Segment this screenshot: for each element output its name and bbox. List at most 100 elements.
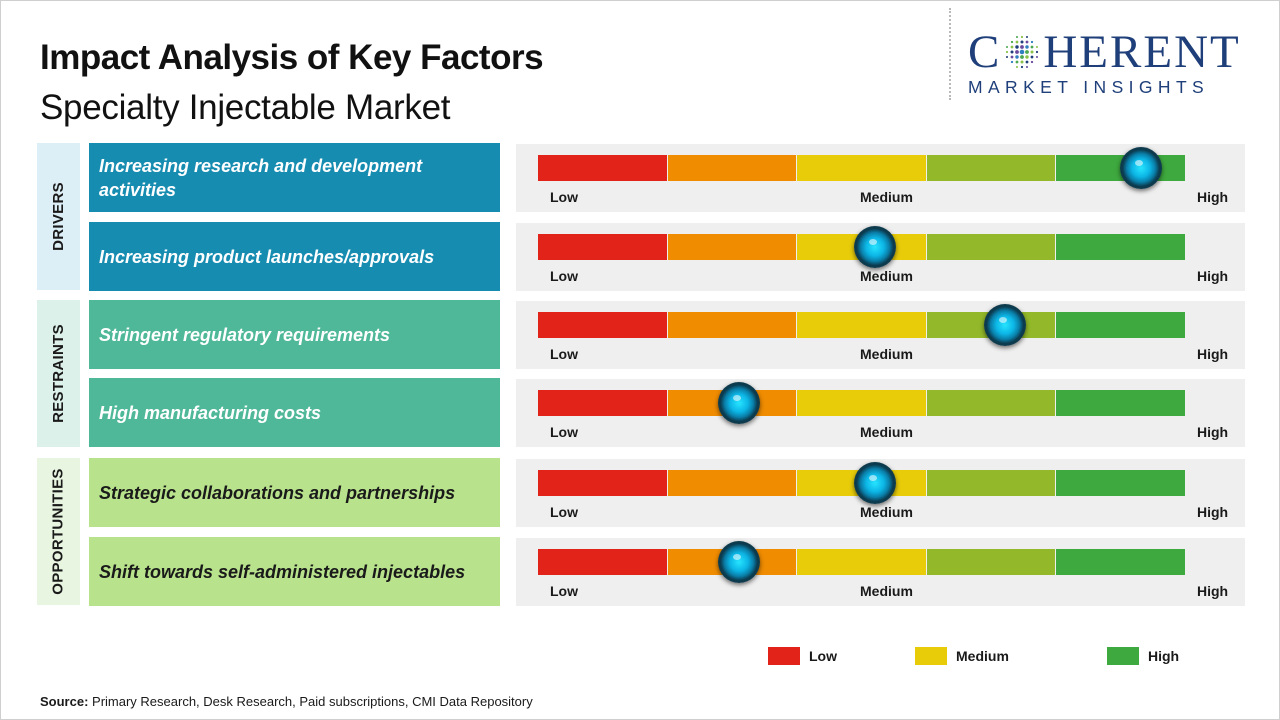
- factor-label: Increasing research and development acti…: [89, 143, 500, 212]
- coherent-logo: C HERENT MARKET INSIGHTS: [968, 28, 1264, 98]
- gauge-scale-label: High: [1197, 346, 1229, 362]
- factor-label: Shift towards self-administered injectab…: [89, 537, 500, 606]
- logo-dot: [1016, 35, 1019, 39]
- page-title: Impact Analysis of Key Factors: [40, 38, 544, 77]
- impact-gauge: Low Medium High: [516, 301, 1245, 369]
- gauge-segment: [1056, 549, 1185, 575]
- logo-dot: [1015, 45, 1020, 49]
- logo-dot: [1021, 35, 1024, 39]
- category-opportunities: OPPORTUNITIES: [37, 458, 80, 605]
- logo-wordmark: C HERENT: [968, 28, 1264, 76]
- logo-dot: [1025, 45, 1030, 49]
- gauge-segment: [667, 470, 797, 496]
- logo-dot: [1006, 55, 1009, 59]
- logo-dot: [1015, 60, 1019, 64]
- impact-gauge: Low Medium High: [516, 459, 1245, 527]
- category-restraints: RESTRAINTS: [37, 300, 80, 447]
- gauge-segment: [538, 390, 667, 416]
- logo-dot: [1010, 50, 1014, 54]
- logo-dot: [1010, 45, 1014, 49]
- impact-marker: [853, 462, 896, 504]
- gauge-scale-label: Medium: [860, 268, 913, 284]
- logo-dot: [1020, 40, 1024, 44]
- logo-dot: [1026, 65, 1029, 69]
- gauge-segment: [1056, 470, 1185, 496]
- logo-dot: [1025, 60, 1029, 64]
- gauge-scale-label: High: [1197, 424, 1229, 440]
- legend-swatch: [768, 647, 800, 665]
- logo-dot: [1036, 55, 1039, 59]
- impact-gauge: Low Medium High: [516, 538, 1245, 606]
- logo-dot: [1031, 60, 1034, 64]
- source-text: Primary Research, Desk Research, Paid su…: [88, 694, 533, 709]
- logo-dot: [1025, 50, 1030, 54]
- gauge-segment: [538, 234, 667, 260]
- logo-dot: [1030, 45, 1034, 49]
- logo-letter-c: C: [968, 26, 1002, 78]
- logo-dot: [1030, 50, 1034, 54]
- gauge-segment: [926, 155, 1056, 181]
- logo-dot: [1011, 40, 1014, 44]
- gauge-scale-label: Medium: [860, 346, 913, 362]
- gauge-scale-label: Medium: [860, 424, 913, 440]
- legend-label: Low: [809, 648, 837, 664]
- gauge-segment: [797, 390, 926, 416]
- gauge-scale-label: High: [1197, 583, 1229, 599]
- factor-label: Increasing product launches/approvals: [89, 222, 500, 291]
- impact-marker: [1119, 147, 1162, 189]
- gauge-segment: [926, 470, 1056, 496]
- source-note: Source: Primary Research, Desk Research,…: [40, 694, 533, 709]
- impact-gauge: Low Medium High: [516, 379, 1245, 447]
- logo-globe-icon: [1006, 35, 1039, 69]
- gauge-segment: [926, 549, 1056, 575]
- logo-dot: [1015, 40, 1019, 44]
- logo-dot: [1026, 35, 1029, 39]
- logo-dot: [1015, 50, 1020, 54]
- gauge-scale-label: Low: [550, 346, 578, 362]
- gauge-segment: [667, 155, 797, 181]
- gauge-scale-label: High: [1197, 268, 1229, 284]
- gauge-segment: [926, 234, 1056, 260]
- logo-dot: [1016, 65, 1019, 69]
- gauge-segment: [797, 549, 926, 575]
- legend-swatch: [915, 647, 947, 665]
- category-restraints-label: RESTRAINTS: [50, 324, 67, 423]
- gauge-scale-label: Low: [550, 424, 578, 440]
- gauge-scale-label: Medium: [860, 504, 913, 520]
- logo-dot: [1010, 55, 1014, 59]
- category-drivers-label: DRIVERS: [50, 182, 67, 251]
- gauge-segment: [1056, 234, 1185, 260]
- category-drivers: DRIVERS: [37, 143, 80, 290]
- impact-marker: [983, 304, 1026, 346]
- gauge-scale-label: Low: [550, 583, 578, 599]
- gauge-scale-label: High: [1197, 504, 1229, 520]
- gauge-segment: [538, 312, 667, 338]
- source-label: Source:: [40, 694, 89, 709]
- logo-dot: [1020, 45, 1025, 49]
- impact-marker: [853, 226, 896, 268]
- gauge-segment: [797, 155, 926, 181]
- impact-marker: [717, 541, 760, 583]
- gauge-scale-label: Low: [550, 268, 578, 284]
- gauge-segment: [538, 470, 667, 496]
- impact-marker: [717, 382, 760, 424]
- gauge-segment: [667, 234, 797, 260]
- logo-dot: [1031, 40, 1034, 44]
- gauge-segment: [538, 155, 667, 181]
- gauge-scale-label: Medium: [860, 583, 913, 599]
- impact-gauge: Low Medium High: [516, 144, 1245, 212]
- factor-label: Stringent regulatory requirements: [89, 300, 500, 369]
- logo-dot: [1020, 49, 1025, 55]
- logo-dot: [1030, 55, 1034, 59]
- gauge-segment: [667, 312, 797, 338]
- logo-tagline: MARKET INSIGHTS: [968, 77, 1210, 97]
- gauge-segment: [1056, 312, 1185, 338]
- gauge-segment: [797, 312, 926, 338]
- factor-label: Strategic collaborations and partnership…: [89, 458, 500, 527]
- logo-divider: [949, 8, 951, 100]
- legend-swatch: [1107, 647, 1139, 665]
- logo-dot: [1025, 55, 1030, 59]
- logo-dot: [1011, 60, 1014, 64]
- gauge-scale-label: Low: [550, 189, 578, 205]
- impact-gauge: Low Medium High: [516, 223, 1245, 291]
